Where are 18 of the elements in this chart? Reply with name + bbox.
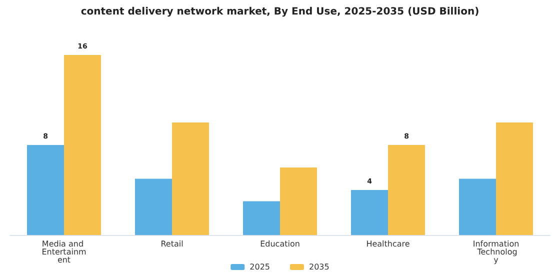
bar <box>172 122 209 235</box>
chart-title: content delivery network market, By End Use, 2025-2035 (USD Billion) <box>80 6 480 18</box>
legend-label: 2025 <box>250 262 270 272</box>
x-tick-label: Information Technology <box>472 240 520 264</box>
bar <box>496 122 533 235</box>
bar <box>243 201 280 235</box>
x-tick-label: Healthcare <box>366 240 410 248</box>
bar <box>135 178 172 235</box>
legend-label: 2035 <box>309 262 330 272</box>
bar <box>64 55 101 235</box>
bar <box>27 145 64 235</box>
bar <box>459 178 496 235</box>
x-tick-label: Media and Entertainment <box>42 240 86 264</box>
x-tick-label: Retail <box>160 240 184 248</box>
bar <box>388 145 425 235</box>
bar <box>351 190 388 235</box>
x-tick-label: Education <box>260 240 300 248</box>
bar <box>280 168 317 235</box>
